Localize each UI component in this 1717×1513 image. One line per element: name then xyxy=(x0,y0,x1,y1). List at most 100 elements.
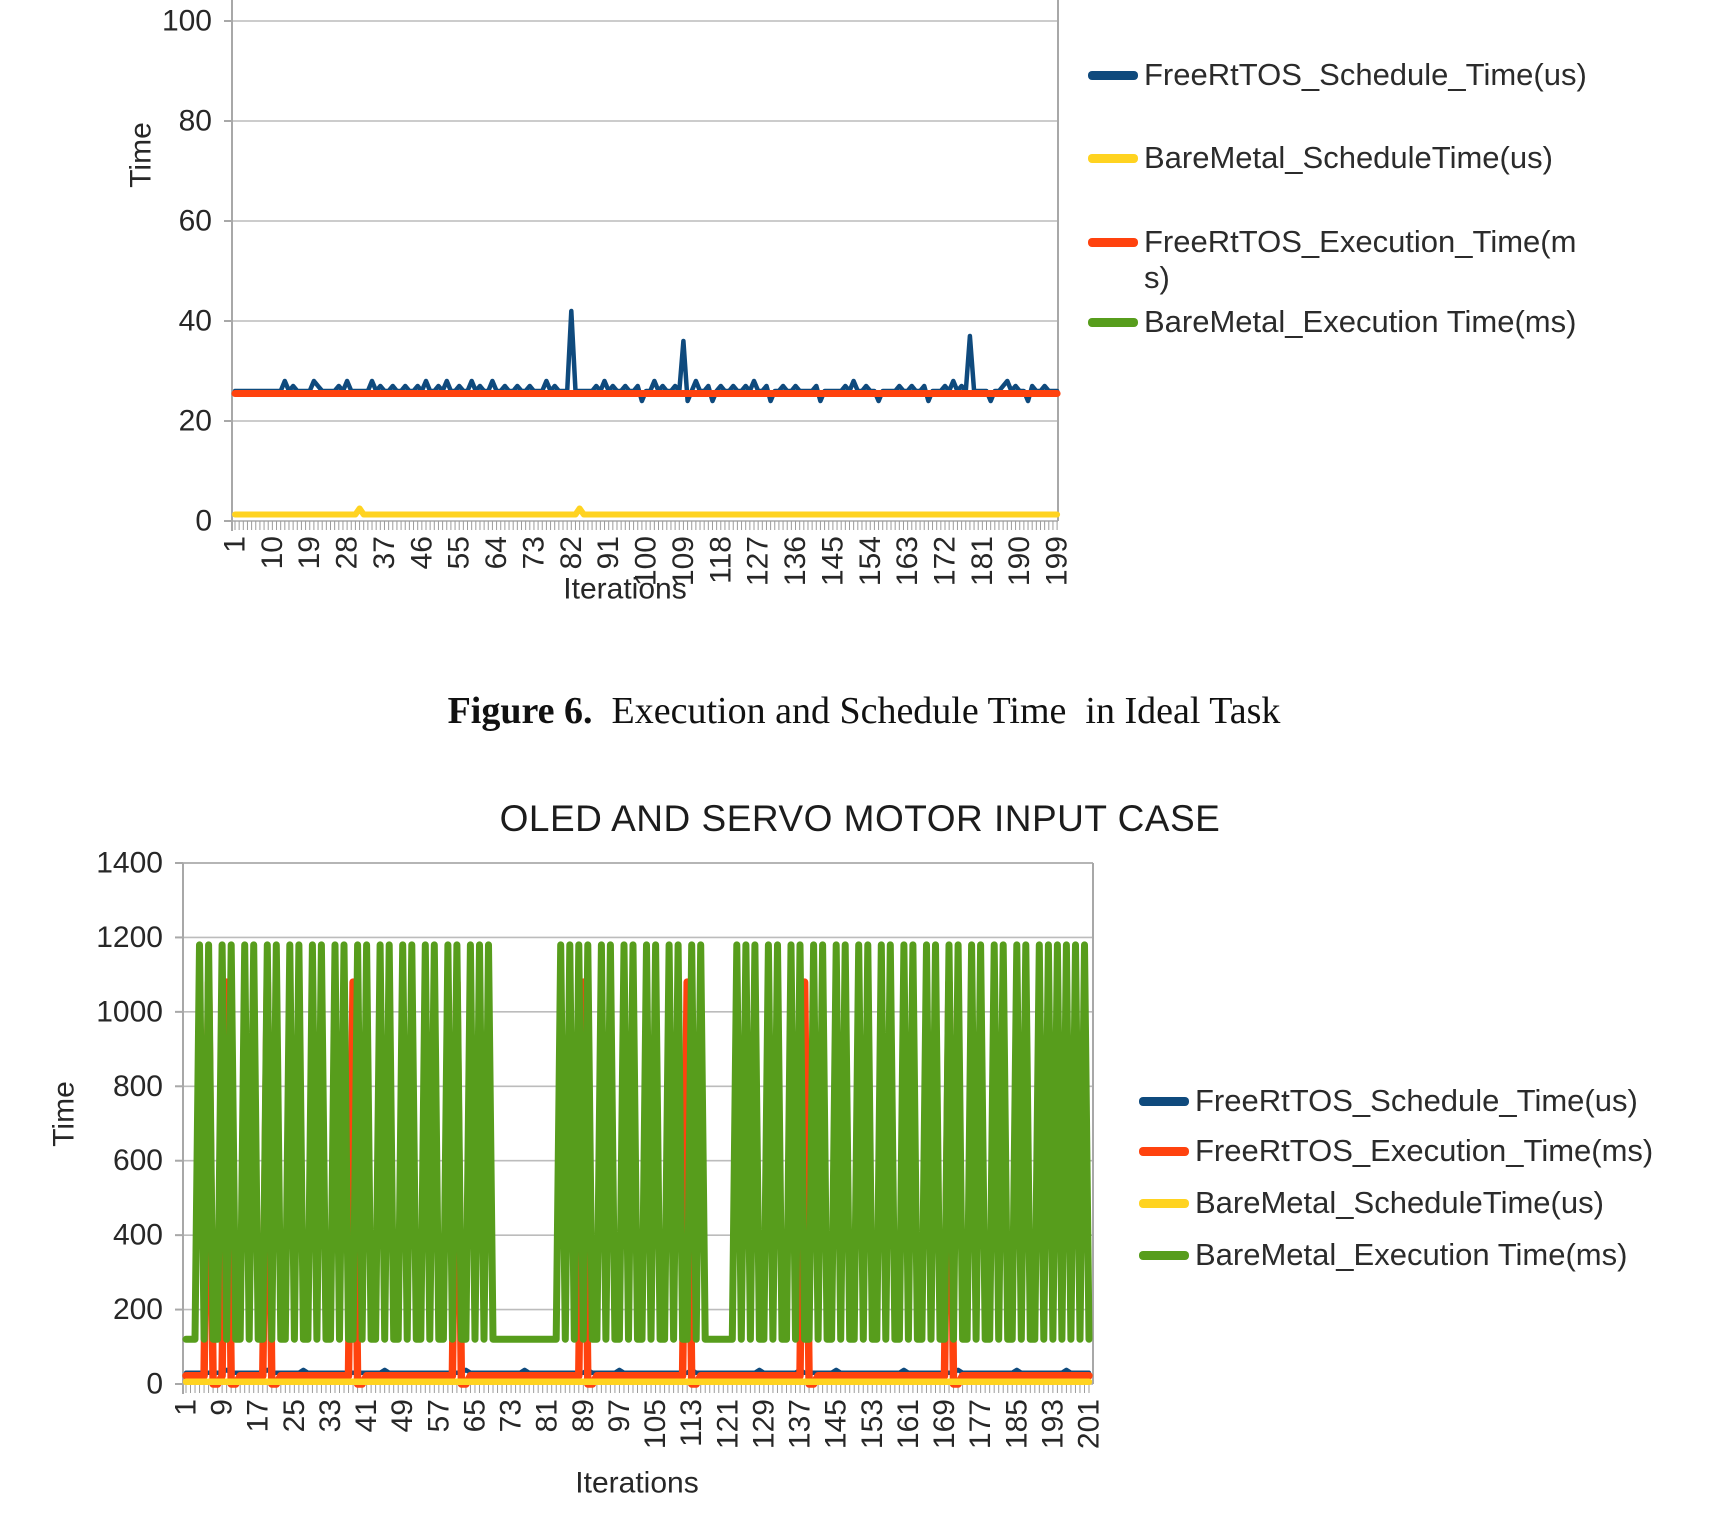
legend-label: FreeRtTOS_Schedule_Time(us) xyxy=(1195,1083,1638,1118)
x-tick-label: 153 xyxy=(856,1399,889,1449)
legend-item: FreeRtTOS_Execution_Time(ms) xyxy=(1139,1133,1717,1169)
x-tick-labels: 1 10 19 28 37 46 55 64 73 82 91 100 109 118 127 136 145 1… xyxy=(219,536,1074,586)
legend-label: BareMetal_Execution Time(ms) xyxy=(1195,1237,1628,1272)
legend-item: BareMetal_Execution Time(ms) xyxy=(1139,1237,1717,1273)
x-tick-label: 73 xyxy=(517,536,550,569)
x-axis-title: Iterations xyxy=(575,1467,698,1500)
legend-swatch-baremetal-schedule xyxy=(1088,154,1138,163)
x-ticks xyxy=(185,1384,1090,1393)
figure-caption-number: Figure 6. xyxy=(447,690,593,732)
series-freerttos-schedule-time-us- xyxy=(232,308,1060,404)
y-tick-label: 1000 xyxy=(96,995,163,1028)
x-tick-label: 10 xyxy=(256,536,289,569)
x-tick-label: 172 xyxy=(928,536,961,586)
x-tick-labels: 1 9 17 25 33 41 49 57 65 73 81 89 97 105 113 121 129 137 1… xyxy=(170,1399,1106,1449)
x-tick-label: 17 xyxy=(242,1399,275,1432)
x-tick-label: 82 xyxy=(555,536,588,569)
x-tick-label: 137 xyxy=(784,1399,817,1449)
x-tick-label: 33 xyxy=(314,1399,347,1432)
legend-swatch-freertos-schedule xyxy=(1139,1097,1189,1106)
x-tick-label: 28 xyxy=(331,536,364,569)
x-tick-label: 105 xyxy=(639,1399,672,1449)
x-tick-label: 163 xyxy=(891,536,924,586)
legend-label: BareMetal_ScheduleTime(us) xyxy=(1144,140,1553,175)
series-baremetal-execution-time-ms- xyxy=(182,941,1093,1343)
x-tick-label: 81 xyxy=(531,1399,564,1432)
oled-servo-chart-title: OLED AND SERVO MOTOR INPUT CASE xyxy=(499,798,1221,839)
x-tick-label: 185 xyxy=(1000,1399,1033,1449)
y-tick-label: 200 xyxy=(113,1293,163,1326)
y-tick-label: 100 xyxy=(162,5,212,38)
x-tick-label: 46 xyxy=(405,536,438,569)
y-tick-label: 60 xyxy=(179,205,212,238)
x-tick-label: 145 xyxy=(820,1399,853,1449)
x-tick-label: 127 xyxy=(742,536,775,586)
legend-swatch-baremetal-schedule xyxy=(1139,1199,1189,1208)
y-tick-label: 1400 xyxy=(96,847,163,880)
legend-swatch-freertos-execution xyxy=(1088,238,1138,247)
legend-item: FreeRtTOS_Schedule_Time(us) xyxy=(1139,1083,1717,1119)
legend-item: BareMetal_Execution Time(ms) xyxy=(1088,304,1596,340)
x-tick-label: 121 xyxy=(711,1399,744,1449)
y-tick-label: 20 xyxy=(179,405,212,438)
y-tick-label: 600 xyxy=(113,1144,163,1177)
x-tick-label: 97 xyxy=(603,1399,636,1432)
x-tick-label: 113 xyxy=(675,1399,708,1447)
y-tick-label: 80 xyxy=(179,105,212,138)
legend-label: BareMetal_ScheduleTime(us) xyxy=(1195,1185,1604,1220)
series-baremetal-scheduletime-us- xyxy=(232,505,1061,518)
figure-caption-text: Execution and Schedule Time in Ideal Tas… xyxy=(592,690,1281,732)
x-tick-label: 65 xyxy=(458,1399,491,1432)
x-ticks xyxy=(234,521,1058,530)
y-axis-ticks: 0 200 400 600 800 1000 1200 1400 xyxy=(96,847,183,1401)
y-tick-label: 400 xyxy=(113,1219,163,1252)
legend-item: FreeRtTOS_Schedule_Time(us) xyxy=(1088,57,1596,93)
x-tick-label: 177 xyxy=(964,1399,997,1449)
figure-caption: Figure 6. Execution and Schedule Time in… xyxy=(295,642,1395,780)
x-tick-label: 57 xyxy=(422,1399,455,1432)
x-tick-label: 118 xyxy=(704,536,737,584)
legend-item: BareMetal_ScheduleTime(us) xyxy=(1088,140,1596,176)
x-tick-label: 55 xyxy=(443,536,476,569)
x-tick-label: 154 xyxy=(854,536,887,586)
y-axis-ticks: 0 20 40 60 80 100 xyxy=(162,5,232,538)
x-tick-label: 89 xyxy=(567,1399,600,1432)
x-tick-label: 181 xyxy=(966,536,999,586)
y-axis-title: Time xyxy=(125,122,158,188)
x-tick-label: 19 xyxy=(293,536,326,569)
x-tick-label: 1 xyxy=(170,1399,203,1416)
series-freerttos-execution-time-ms- xyxy=(182,978,1093,1388)
ideal-task-legend: FreeRtTOS_Schedule_Time(us) BareMetal_Sc… xyxy=(1088,0,1648,360)
legend-swatch-baremetal-execution xyxy=(1139,1251,1189,1260)
x-tick-label: 129 xyxy=(747,1399,780,1449)
x-tick-label: 49 xyxy=(386,1399,419,1432)
legend-swatch-baremetal-execution xyxy=(1088,318,1138,327)
legend-swatch-freertos-execution xyxy=(1139,1147,1189,1156)
y-tick-label: 40 xyxy=(179,305,212,338)
gridlines xyxy=(232,20,1058,422)
x-tick-label: 9 xyxy=(206,1399,239,1416)
y-tick-label: 800 xyxy=(113,1070,163,1103)
series xyxy=(182,941,1093,1388)
legend-swatch-freertos-schedule xyxy=(1088,71,1138,80)
y-tick-label: 0 xyxy=(146,1368,163,1401)
x-tick-label: 64 xyxy=(480,536,513,569)
x-tick-label: 1 xyxy=(219,536,252,553)
y-tick-label: 0 xyxy=(195,505,212,538)
x-tick-label: 201 xyxy=(1073,1399,1106,1449)
x-tick-label: 190 xyxy=(1003,536,1036,586)
x-tick-label: 169 xyxy=(928,1399,961,1449)
x-tick-label: 145 xyxy=(816,536,849,586)
oled-servo-legend: FreeRtTOS_Schedule_Time(us) FreeRtTOS_Ex… xyxy=(1139,1080,1717,1300)
x-tick-label: 136 xyxy=(779,536,812,586)
x-tick-label: 199 xyxy=(1041,536,1074,586)
x-tick-label: 100 xyxy=(630,536,663,586)
legend-label: BareMetal_Execution Time(ms) xyxy=(1144,304,1577,339)
x-tick-label: 193 xyxy=(1036,1399,1069,1449)
legend-label: FreeRtTOS_Execution_Time(ms) xyxy=(1195,1133,1654,1168)
x-tick-label: 73 xyxy=(495,1399,528,1432)
y-axis-title: Time xyxy=(48,1081,81,1147)
legend-item: BareMetal_ScheduleTime(us) xyxy=(1139,1185,1717,1221)
